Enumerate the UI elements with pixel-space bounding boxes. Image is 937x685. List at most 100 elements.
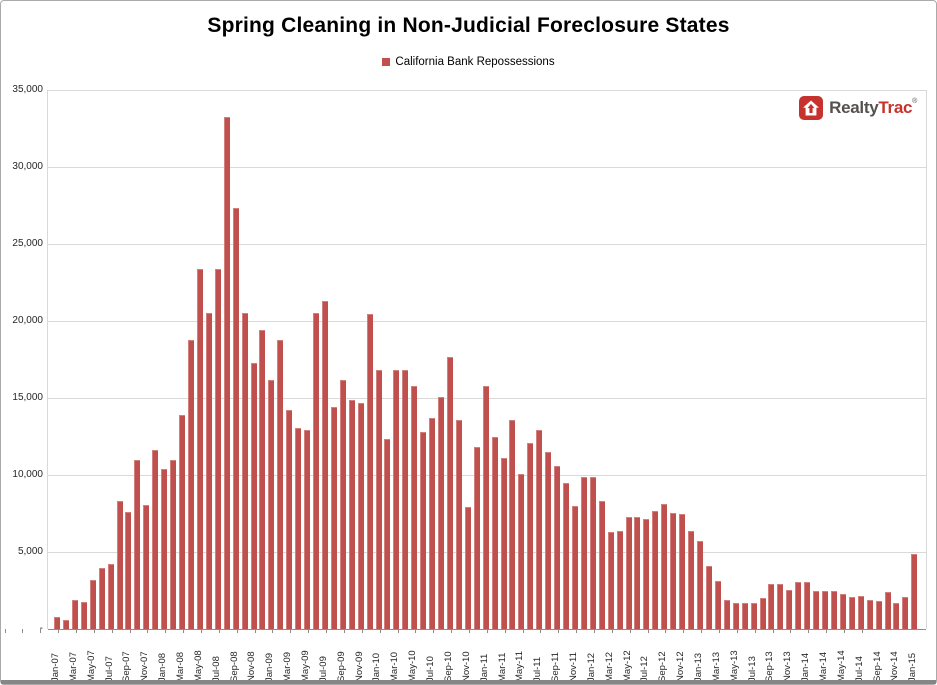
bar-Feb-10 — [384, 438, 391, 629]
x-tick-label: May-12 — [621, 650, 633, 682]
y-tick-label: 30,000 — [12, 161, 43, 172]
x-axis-tick — [183, 629, 185, 633]
x-tick-label: Jan-09 — [264, 652, 276, 682]
x-tick-label: Jul-13 — [746, 656, 758, 682]
bar-Apr-07 — [80, 602, 87, 629]
x-tick-label: May-08 — [192, 650, 204, 682]
x-tick-label: Sep-07 — [121, 651, 133, 682]
x-tick-label: Jul-10 — [425, 656, 437, 682]
bar-Sep-13 — [768, 584, 775, 629]
x-tick-label: Jan-13 — [692, 652, 704, 682]
x-tick-label: Jul-08 — [210, 656, 222, 682]
y-gridline — [48, 244, 926, 245]
x-axis-tick — [40, 629, 42, 633]
x-axis-tick — [361, 629, 363, 633]
bar-Mar-10 — [393, 370, 400, 629]
x-axis-tick — [290, 629, 292, 633]
legend-label: California Bank Repossessions — [395, 56, 555, 68]
bar-May-07 — [89, 579, 96, 629]
x-axis-tick — [808, 629, 810, 633]
realtytrac-wordmark: RealtyTrac® — [829, 98, 917, 118]
bar-Apr-10 — [402, 369, 409, 629]
bar-Oct-14 — [884, 592, 891, 629]
x-axis-tick — [790, 629, 792, 633]
x-tick-label: May-13 — [728, 650, 740, 682]
x-axis-tick — [772, 629, 774, 633]
bar-Jun-12 — [634, 517, 641, 630]
x-tick-label: Jan-10 — [371, 652, 383, 682]
x-tick-label: May-10 — [407, 650, 419, 682]
bar-May-13 — [732, 602, 739, 629]
x-axis-tick — [683, 629, 685, 633]
x-tick-label: May-14 — [835, 650, 847, 682]
bar-Apr-12 — [616, 531, 623, 629]
x-tick-label: Mar-07 — [67, 651, 79, 682]
bar-Aug-12 — [652, 511, 659, 629]
bar-Jan-09 — [268, 379, 275, 629]
bar-Sep-11 — [554, 465, 561, 629]
x-axis-tick — [76, 629, 77, 633]
bar-Jul-13 — [750, 602, 757, 629]
bar-Jul-14 — [857, 595, 864, 629]
bar-Jul-09 — [321, 301, 328, 629]
bar-Jun-13 — [741, 602, 748, 629]
y-tick-label: 25,000 — [12, 238, 43, 249]
x-tick-label: Jan-11 — [478, 653, 490, 682]
x-axis-tick — [93, 629, 95, 633]
x-axis-tick — [504, 629, 506, 633]
x-tick-label: Nov-13 — [782, 651, 794, 682]
bar-Sep-12 — [661, 503, 668, 629]
bar-Aug-07 — [116, 501, 123, 629]
bar-Jun-08 — [205, 312, 212, 629]
bar-Nov-10 — [464, 506, 471, 629]
bar-Feb-13 — [705, 565, 712, 629]
bar-Aug-13 — [759, 598, 766, 629]
bar-Mar-07 — [71, 599, 78, 629]
bar-Nov-07 — [143, 505, 150, 629]
x-axis-tick — [468, 629, 470, 633]
x-axis-tick — [486, 629, 488, 633]
bar-Oct-08 — [241, 313, 248, 629]
x-axis-tick — [576, 629, 578, 633]
x-tick-label: Nov-12 — [675, 651, 687, 682]
x-tick-label: May-07 — [85, 650, 97, 682]
x-axis-tick — [343, 629, 345, 633]
bar-May-11 — [518, 474, 525, 629]
bar-Oct-13 — [777, 583, 784, 629]
bar-May-14 — [839, 593, 846, 629]
x-axis-tick — [540, 629, 542, 633]
x-axis-tick — [665, 629, 667, 633]
x-axis-tick — [272, 629, 274, 633]
chart-legend: California Bank Repossessions — [0, 56, 937, 68]
x-axis-tick — [254, 629, 256, 633]
bar-Jun-09 — [313, 312, 319, 629]
bar-May-08 — [196, 268, 203, 629]
x-axis-tick — [701, 629, 703, 633]
y-tick-label: 35,000 — [12, 84, 43, 95]
x-axis-tick — [558, 629, 560, 633]
realtytrac-house-icon — [799, 96, 824, 120]
bar-Nov-14 — [893, 602, 900, 629]
bar-Feb-14 — [813, 590, 819, 629]
bar-Sep-09 — [339, 379, 346, 629]
x-tick-label: Jul-09 — [317, 656, 329, 682]
bar-Jan-14 — [804, 582, 811, 629]
bar-Jul-12 — [643, 518, 650, 629]
x-tick-label: Jul-14 — [853, 656, 865, 682]
bar-Jan-13 — [697, 541, 703, 629]
x-axis-tick — [4, 629, 6, 633]
x-tick-label: Nov-14 — [889, 651, 901, 682]
bar-Aug-08 — [223, 117, 230, 629]
bar-Oct-10 — [455, 419, 462, 629]
bar-Aug-11 — [545, 451, 552, 629]
bar-Dec-10 — [473, 447, 480, 629]
bar-Oct-12 — [670, 512, 677, 629]
x-tick-label: Mar-09 — [282, 651, 294, 682]
bar-Jan-07 — [54, 616, 60, 629]
plot-area — [47, 90, 927, 630]
x-tick-label: Sep-08 — [228, 651, 240, 682]
x-tick-label: Mar-13 — [710, 651, 722, 682]
bar-Aug-14 — [866, 599, 873, 629]
bar-Jan-08 — [161, 468, 168, 629]
